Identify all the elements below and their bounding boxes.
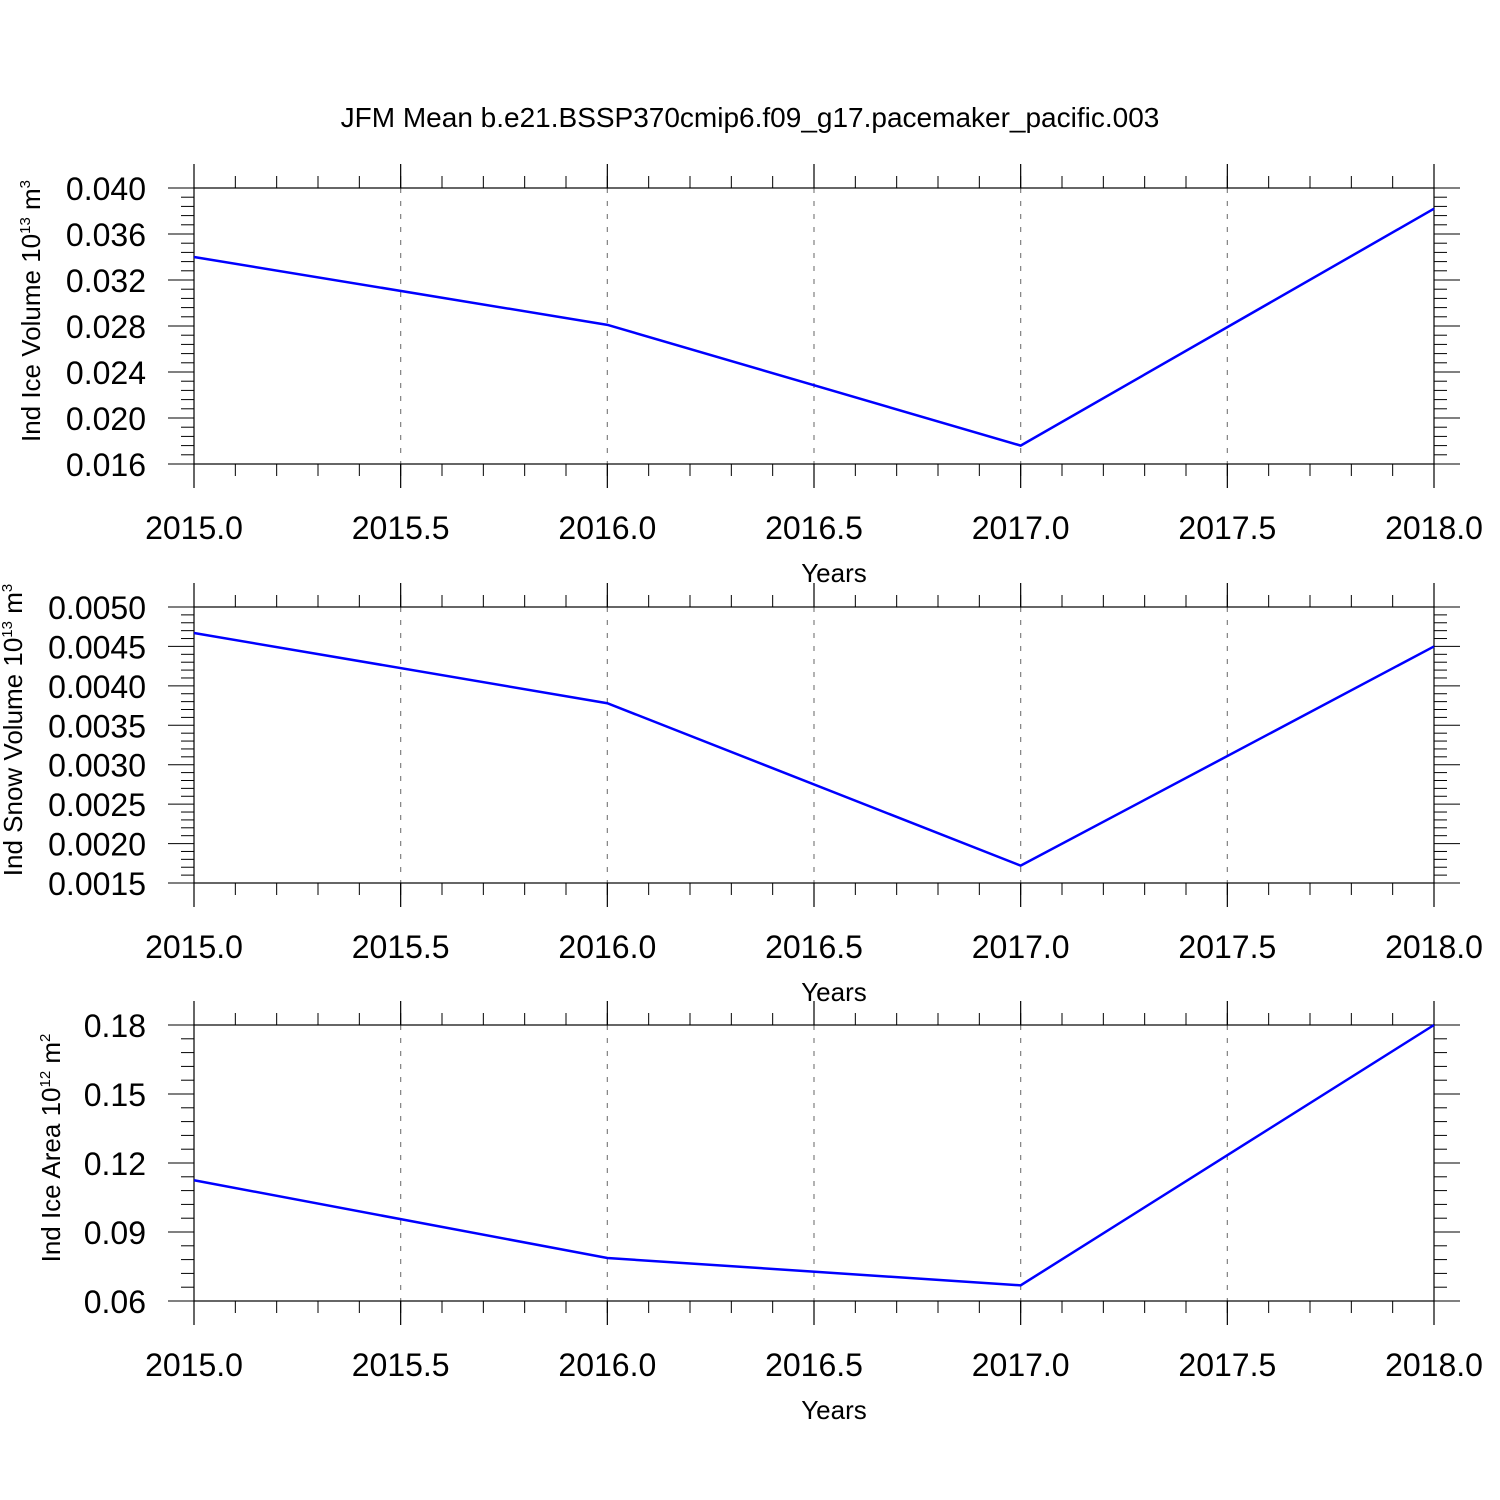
y-tick-label: 0.024 (66, 355, 146, 391)
y-axis-label-unit-exponent: 2 (37, 1034, 54, 1042)
y-axis-label-unit-exponent: 3 (0, 584, 16, 592)
y-tick-label: 0.0025 (48, 787, 146, 823)
x-tick-label: 2016.5 (765, 510, 863, 546)
x-tick-label: 2018.0 (1385, 929, 1483, 965)
y-tick-label: 0.0050 (48, 590, 146, 626)
x-axis-label: Years (801, 1395, 867, 1425)
y-axis-label-text: Ind Ice Volume 10 (16, 234, 46, 442)
series-line (193, 1023, 1435, 1287)
y-tick-label: 0.040 (66, 171, 146, 207)
panels: 2015.0 2015.5 2016.0 2016.5 2017.0 2017.5 2018… (0, 164, 1483, 1425)
y-tick-label: 0.06 (84, 1284, 146, 1320)
y-tick-label: 0.0040 (48, 669, 146, 705)
y-axis-label: Ind Ice Volume 1013 m3 (16, 180, 46, 442)
x-tick-label: 2015.5 (352, 929, 450, 965)
y-axis-label-text: Ind Snow Volume 10 (0, 638, 28, 877)
y-axis-label-unit: m (16, 188, 46, 217)
y-tick-label: 0.12 (84, 1146, 146, 1182)
y-tick-label: 0.0045 (48, 629, 146, 665)
x-tick-label: 2017.5 (1178, 510, 1276, 546)
y-tick-label: 0.020 (66, 401, 146, 437)
plot-frame (193, 1024, 1435, 1302)
x-tick-label: 2018.0 (1385, 1347, 1483, 1383)
x-tick-label: 2018.0 (1385, 510, 1483, 546)
x-axis-label: Years (801, 977, 867, 1007)
series-line (193, 207, 1435, 447)
y-tick-label: 0.15 (84, 1077, 146, 1113)
y-tick-label: 0.016 (66, 447, 146, 483)
y-axis-label-exponent: 13 (17, 217, 34, 234)
plot-frame (193, 606, 1435, 884)
panel-1: 2015.0 2015.5 2016.0 2016.5 2017.0 2017.5 2018… (16, 164, 1483, 588)
x-tick-label: 2016.0 (558, 929, 656, 965)
x-tick-label: 2016.5 (765, 1347, 863, 1383)
x-tick-label: 2016.5 (765, 929, 863, 965)
x-tick-label: 2015.5 (352, 510, 450, 546)
y-axis-label-exponent: 13 (0, 621, 16, 638)
x-tick-label: 2015.0 (145, 510, 243, 546)
y-axis-label-unit-exponent: 3 (17, 180, 34, 188)
x-tick-label: 2016.0 (558, 510, 656, 546)
y-tick-label: 0.0015 (48, 866, 146, 902)
y-axis-label-exponent: 12 (37, 1071, 54, 1088)
y-axis-label-text: Ind Ice Area 10 (36, 1088, 66, 1263)
y-axis-label-unit: m (0, 592, 28, 621)
x-tick-label: 2015.0 (145, 1347, 243, 1383)
panel-3: 2015.0 2015.5 2016.0 2016.5 2017.0 2017.5 2018… (36, 1001, 1483, 1425)
x-tick-label: 2017.0 (972, 510, 1070, 546)
plot-frame (193, 187, 1435, 465)
y-axis-label: Ind Ice Area 1012 m2 (36, 1034, 66, 1263)
y-axis-label-unit: m (36, 1042, 66, 1071)
y-tick-label: 0.028 (66, 309, 146, 345)
y-tick-label: 0.0030 (48, 748, 146, 784)
x-tick-label: 2017.0 (972, 1347, 1070, 1383)
x-tick-label: 2017.5 (1178, 929, 1276, 965)
x-tick-label: 2017.5 (1178, 1347, 1276, 1383)
x-tick-label: 2017.0 (972, 929, 1070, 965)
x-tick-label: 2015.0 (145, 929, 243, 965)
series-line (193, 631, 1435, 868)
x-tick-label: 2016.0 (558, 1347, 656, 1383)
x-tick-label: 2015.5 (352, 1347, 450, 1383)
y-tick-label: 0.036 (66, 217, 146, 253)
y-axis-label: Ind Snow Volume 1013 m3 (0, 584, 28, 876)
x-axis-label: Years (801, 558, 867, 588)
y-tick-label: 0.0035 (48, 708, 146, 744)
y-tick-label: 0.032 (66, 263, 146, 299)
y-tick-label: 0.18 (84, 1008, 146, 1044)
panel-2: 2015.0 2015.5 2016.0 2016.5 2017.0 2017.5 2018… (0, 583, 1483, 1007)
y-tick-label: 0.0020 (48, 827, 146, 863)
chart-title: JFM Mean b.e21.BSSP370cmip6.f09_g17.pace… (341, 102, 1160, 133)
y-tick-label: 0.09 (84, 1215, 146, 1251)
